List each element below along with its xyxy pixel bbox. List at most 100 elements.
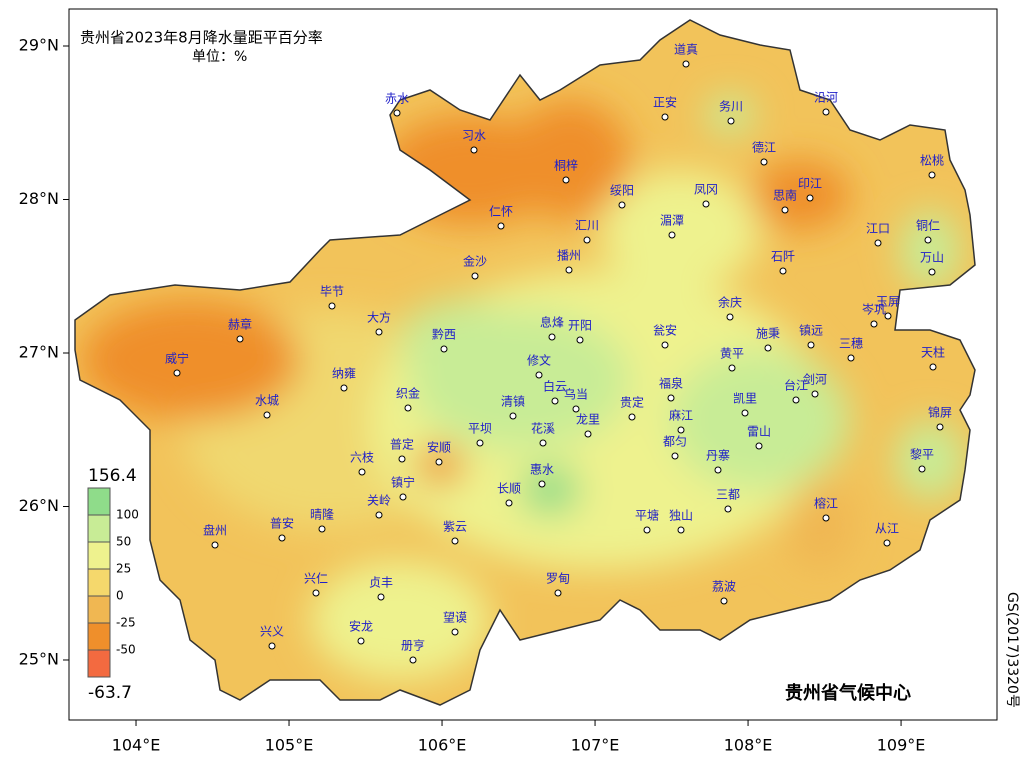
station-dot bbox=[399, 493, 407, 501]
station-dot bbox=[764, 344, 772, 352]
station-dot bbox=[554, 589, 562, 597]
station-name: 仁怀 bbox=[489, 205, 513, 219]
station-dot bbox=[807, 341, 815, 349]
y-tick-label: 25°N bbox=[19, 649, 59, 668]
station-dot bbox=[628, 413, 636, 421]
station-name: 玉屏 bbox=[876, 295, 900, 309]
station-name: 从江 bbox=[875, 522, 899, 536]
station-name: 凤冈 bbox=[694, 183, 718, 197]
station-name: 威宁 bbox=[165, 351, 189, 366]
station-name: 道真 bbox=[674, 43, 698, 57]
station-dot bbox=[720, 597, 728, 605]
station-name: 水城 bbox=[255, 394, 279, 408]
station-dot bbox=[792, 396, 800, 404]
station-dot bbox=[539, 439, 547, 447]
station-dot bbox=[451, 628, 459, 636]
station-name: 织金 bbox=[396, 386, 420, 401]
station-dot bbox=[440, 345, 448, 353]
map-title: 贵州省2023年8月降水量距平百分率 bbox=[80, 29, 323, 47]
station-name: 晴隆 bbox=[310, 507, 334, 522]
station-dot bbox=[883, 539, 891, 547]
station-dot bbox=[584, 430, 592, 438]
station-name: 习水 bbox=[462, 129, 486, 143]
station-name: 松桃 bbox=[920, 153, 944, 168]
station-name: 息烽 bbox=[540, 315, 564, 330]
station-dot bbox=[268, 642, 276, 650]
station-dot bbox=[755, 442, 763, 450]
colorbar-label: 100 bbox=[116, 508, 139, 522]
station-dot bbox=[822, 514, 830, 522]
station-name: 德江 bbox=[752, 140, 776, 155]
x-tick-label: 109°E bbox=[877, 736, 926, 755]
colorbar-segment bbox=[88, 650, 110, 677]
x-tick-label: 106°E bbox=[418, 736, 467, 755]
colorbar-segment bbox=[88, 488, 110, 515]
colorbar-min: -63.7 bbox=[88, 683, 132, 703]
station-dot bbox=[404, 404, 412, 412]
station-name: 铜仁 bbox=[916, 218, 940, 233]
station-name: 安龙 bbox=[349, 619, 373, 634]
station-name: 赤水 bbox=[385, 92, 409, 106]
station-dot bbox=[470, 146, 478, 154]
station-name: 锦屏 bbox=[928, 406, 952, 420]
x-tick-label: 105°E bbox=[265, 736, 314, 755]
station-dot bbox=[358, 468, 366, 476]
station-dot bbox=[928, 171, 936, 179]
station-name: 剑河 bbox=[803, 372, 827, 387]
station-dot bbox=[505, 499, 513, 507]
station-name: 石阡 bbox=[771, 249, 795, 264]
station-dot bbox=[724, 505, 732, 513]
station-name: 江口 bbox=[866, 222, 890, 236]
station-name: 罗甸 bbox=[546, 572, 570, 586]
station-dot bbox=[576, 336, 584, 344]
x-tick-label: 104°E bbox=[112, 736, 161, 755]
station-name: 长顺 bbox=[497, 482, 521, 496]
station-name: 普定 bbox=[390, 437, 414, 452]
colorbar-segment bbox=[88, 623, 110, 650]
station-dot bbox=[509, 412, 517, 420]
station-dot bbox=[263, 411, 271, 419]
y-tick-label: 26°N bbox=[19, 496, 59, 515]
station-name: 凯里 bbox=[733, 392, 757, 406]
station-name: 金沙 bbox=[463, 254, 487, 269]
station-name: 独山 bbox=[669, 509, 693, 523]
station-dot bbox=[476, 439, 484, 447]
station-dot bbox=[398, 455, 406, 463]
station-name: 黎平 bbox=[910, 448, 934, 462]
station-dot bbox=[643, 526, 651, 534]
station-dot bbox=[667, 394, 675, 402]
station-dot bbox=[936, 423, 944, 431]
station-name: 六枝 bbox=[350, 450, 374, 465]
colorbar-frame bbox=[87, 487, 111, 678]
colorbar-label: -25 bbox=[116, 616, 136, 630]
station-dot bbox=[173, 369, 181, 377]
station-dot bbox=[929, 363, 937, 371]
station-dot bbox=[682, 60, 690, 68]
station-dot bbox=[278, 534, 286, 542]
station-name: 台江 bbox=[784, 378, 808, 393]
station-dot bbox=[409, 656, 417, 664]
station-dot bbox=[393, 109, 401, 117]
station-name: 正安 bbox=[653, 95, 677, 110]
colorbar-segment bbox=[88, 542, 110, 569]
colorbar-segment bbox=[88, 569, 110, 596]
station-dot bbox=[781, 206, 789, 214]
station-name: 施秉 bbox=[756, 327, 780, 341]
station-name: 桐梓 bbox=[554, 158, 578, 173]
station-dot bbox=[779, 267, 787, 275]
colorbar-label: -50 bbox=[116, 643, 136, 657]
station-name: 龙里 bbox=[576, 413, 600, 427]
station-dot bbox=[236, 335, 244, 343]
station-name: 大方 bbox=[367, 310, 391, 325]
station-name: 都匀 bbox=[663, 435, 687, 449]
station-name: 乌当 bbox=[564, 387, 588, 402]
station-name: 务川 bbox=[719, 99, 743, 114]
station-name: 丹寨 bbox=[706, 448, 730, 463]
station-dot bbox=[377, 593, 385, 601]
station-name: 纳雍 bbox=[332, 366, 356, 381]
approval-number: GS(2017)3320号 bbox=[1004, 592, 1020, 708]
station-name: 榕江 bbox=[814, 496, 838, 511]
station-dot bbox=[565, 266, 573, 274]
station-dot bbox=[806, 194, 814, 202]
